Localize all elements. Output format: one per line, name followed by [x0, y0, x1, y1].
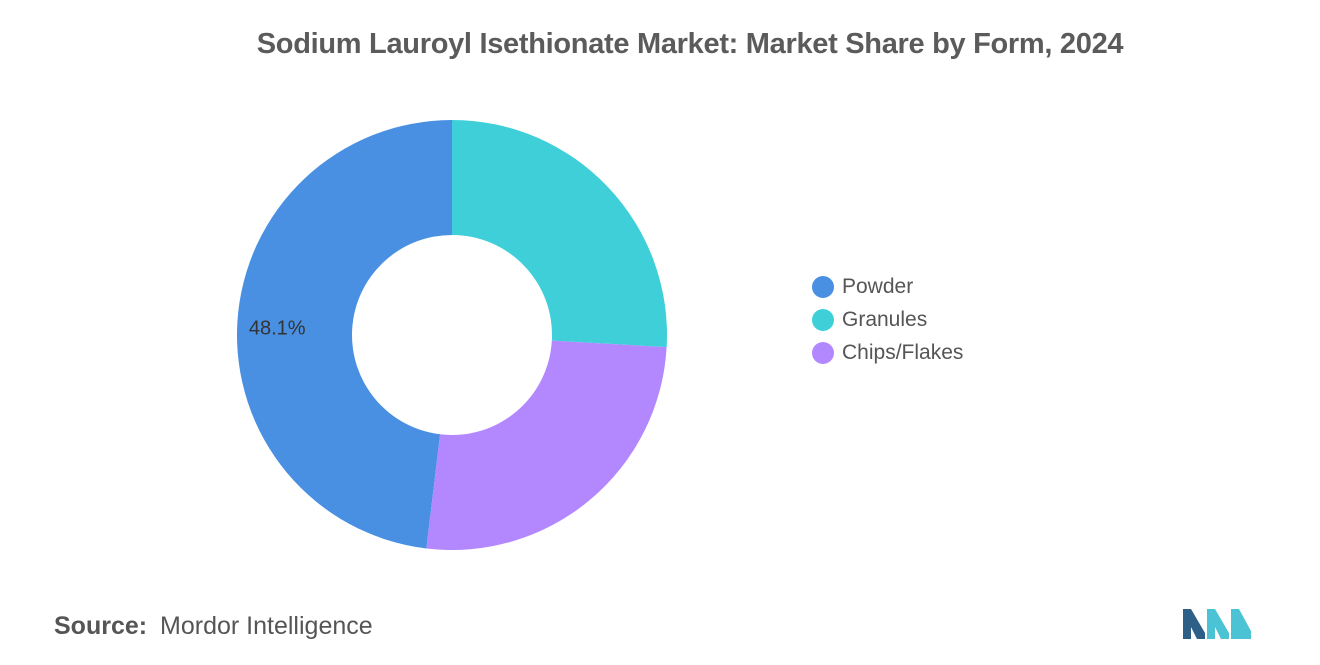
slice-powder	[236, 120, 452, 549]
chart-legend: Powder Granules Chips/Flakes	[812, 270, 963, 369]
source-label: Source:	[54, 612, 148, 640]
legend-item-powder: Powder	[812, 270, 963, 303]
slice-chips-flakes	[426, 340, 667, 551]
legend-item-chips-flakes: Chips/Flakes	[812, 336, 963, 369]
legend-swatch-powder	[812, 275, 834, 298]
data-label-powder: 48.1%	[249, 318, 306, 340]
mordor-intelligence-logo-icon	[1183, 609, 1251, 639]
legend-label-chips-flakes: Chips/Flakes	[842, 340, 964, 364]
legend-label-powder: Powder	[842, 274, 914, 298]
legend-swatch-chips-flakes	[812, 341, 834, 364]
legend-swatch-granules	[812, 308, 834, 331]
source-note: Source: Mordor Intelligence	[54, 612, 373, 641]
legend-label-granules: Granules	[842, 307, 928, 331]
slice-granules	[452, 120, 667, 348]
source-value: Mordor Intelligence	[160, 612, 373, 640]
chart-title: Sodium Lauroyl Isethionate Market: Marke…	[256, 28, 1124, 60]
legend-item-granules: Granules	[812, 303, 963, 336]
